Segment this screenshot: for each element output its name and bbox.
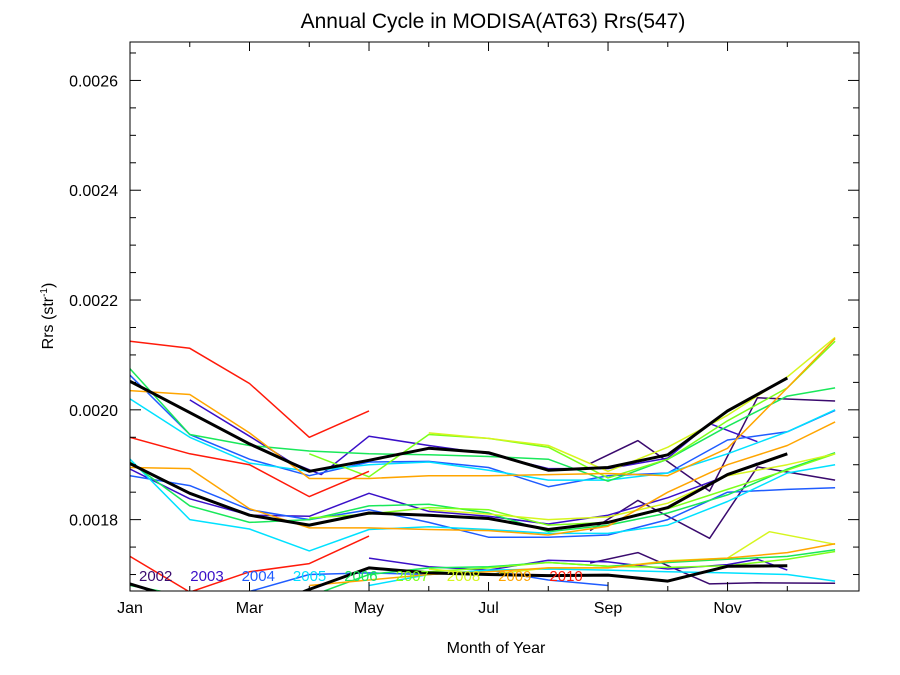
legend-item-2003: 2003 bbox=[190, 568, 223, 585]
chart-title: Annual Cycle in MODISA(AT63) Rrs(547) bbox=[301, 10, 686, 33]
y-axis-label-main: Rrs (str bbox=[40, 296, 57, 349]
series-line-2002-2 bbox=[589, 551, 836, 585]
mean-line-28 bbox=[130, 452, 788, 531]
legend-item-2009: 2009 bbox=[498, 568, 531, 585]
legend-item-2004: 2004 bbox=[242, 568, 275, 585]
y-tick-label: 0.0018 bbox=[69, 513, 118, 530]
axis-ticks: Jan Mar May Jul Sep Nov 0.0018 0.0020 0.0022 0.00… bbox=[69, 42, 859, 617]
y-tick-label: 0.0026 bbox=[69, 73, 118, 90]
x-axis-label: Month of Year bbox=[447, 640, 546, 657]
legend-item-2006: 2006 bbox=[344, 568, 377, 585]
series-line-2006-13 bbox=[130, 451, 836, 533]
series-line-2009-22 bbox=[130, 421, 836, 536]
series-line-2010-25 bbox=[130, 436, 370, 498]
y-axis-label: Rrs (str-1) bbox=[39, 283, 57, 350]
series-line-2010-24 bbox=[130, 340, 370, 439]
y-tick-label: 0.0024 bbox=[69, 183, 118, 200]
x-tick-label: Jul bbox=[478, 600, 498, 617]
x-tick-label: May bbox=[354, 600, 384, 617]
series-line-2008-18 bbox=[428, 336, 836, 473]
series-line-2002-0 bbox=[589, 397, 836, 492]
series-line-2006-14 bbox=[130, 549, 836, 591]
mean-line-29 bbox=[130, 564, 788, 591]
plot-frame bbox=[129, 41, 860, 592]
x-tick-label: Jan bbox=[117, 600, 143, 617]
x-tick-label: Sep bbox=[594, 600, 623, 617]
series-line-2005-10 bbox=[130, 458, 836, 552]
legend-item-2007: 2007 bbox=[396, 568, 429, 585]
legend-item-2008: 2008 bbox=[447, 568, 480, 585]
series-line-2007-16 bbox=[309, 453, 836, 526]
series-layer bbox=[130, 336, 836, 591]
mean-line-27 bbox=[130, 376, 789, 473]
legend-item-2002: 2002 bbox=[139, 568, 172, 585]
legend-item-2010: 2010 bbox=[549, 568, 582, 585]
series-line-2005-9 bbox=[130, 398, 836, 481]
y-tick-label: 0.0020 bbox=[69, 403, 118, 420]
y-axis-label-superscript: -1 bbox=[39, 288, 50, 297]
x-tick-label: Nov bbox=[713, 600, 741, 617]
series-line-2009-21 bbox=[130, 337, 836, 480]
series-line-2010-26 bbox=[130, 535, 370, 591]
series-line-2004-7 bbox=[130, 374, 836, 488]
legend-item-2005: 2005 bbox=[293, 568, 326, 585]
x-tick-label: Mar bbox=[236, 600, 264, 617]
legend: 2002 2003 2004 2005 2006 2007 2008 2009 2010 bbox=[139, 568, 583, 585]
y-tick-label: 0.0022 bbox=[69, 293, 118, 310]
y-axis-label-close: ) bbox=[40, 283, 57, 288]
series-line-2004-6 bbox=[130, 474, 836, 538]
series-line-2009-23 bbox=[309, 543, 836, 587]
